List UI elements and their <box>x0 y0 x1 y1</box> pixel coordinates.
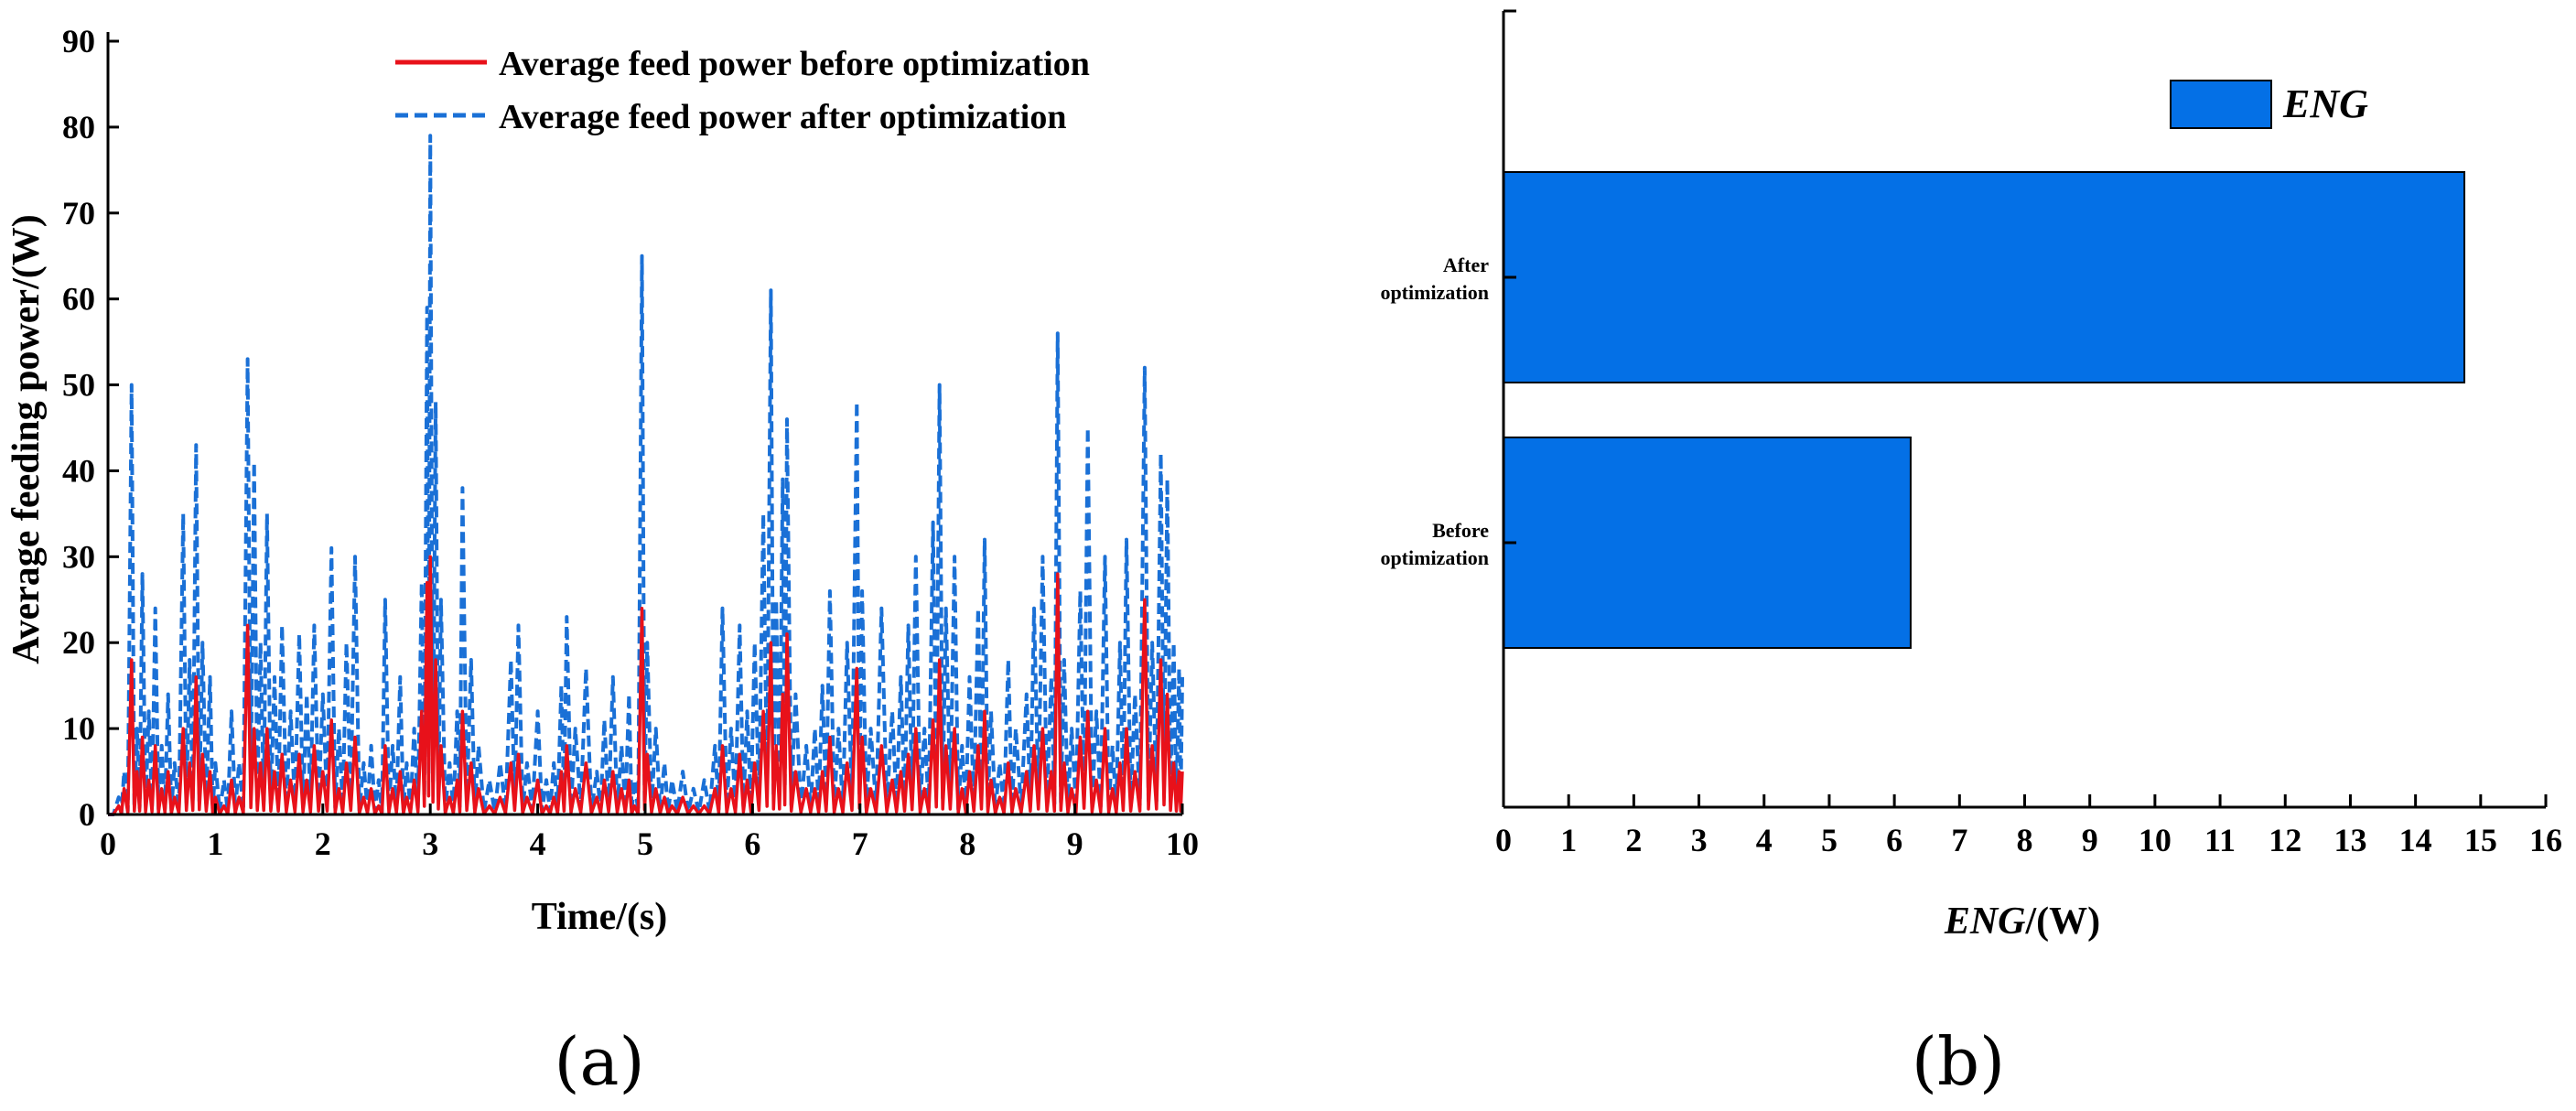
x-tick-label-b: 15 <box>2464 822 2497 858</box>
legend-label-before: Average feed power before optimization <box>499 45 1090 83</box>
x-tick-label-a: 5 <box>637 825 653 862</box>
x-tick-label-b: 3 <box>1691 822 1708 858</box>
x-tick-label-b: 12 <box>2269 822 2301 858</box>
y-tick-label-a: 60 <box>62 281 95 318</box>
x-tick-label-a: 1 <box>207 825 223 862</box>
y-tick-label-a: 30 <box>62 538 95 575</box>
x-tick-label-b: 10 <box>2139 822 2172 858</box>
x-tick-label-a: 7 <box>852 825 868 862</box>
bars-b <box>1503 171 2466 649</box>
bar-after <box>1503 171 2466 383</box>
axes-b <box>1502 9 2546 809</box>
panel-label-b: (b) <box>1912 1023 2005 1100</box>
x-tick-label-b: 11 <box>2204 822 2236 858</box>
x-tick-label-b: 1 <box>1560 822 1577 858</box>
bar-chart-b: 0 1 2 3 4 5 6 7 8 9 10 11 12 13 14 15 16 Before optimizat… <box>1380 9 2562 1100</box>
y-tick-label-a: 80 <box>62 109 95 146</box>
x-tick-label-a: 6 <box>744 825 760 862</box>
category-label-after: After optimization <box>1380 253 1489 304</box>
y-axis-title-a: Average feeding power/(W) <box>5 214 48 663</box>
y-tick-label-a: 90 <box>62 23 95 59</box>
line-chart-a: 0 10 20 30 40 50 60 70 80 90 0 1 2 3 4 5 6 7 8 9 10 Time/(s… <box>5 23 1199 1100</box>
x-tick-label-b: 9 <box>2082 822 2098 858</box>
bar-before <box>1503 437 1912 649</box>
x-tick-label-b: 2 <box>1625 822 1642 858</box>
x-tick-label-a: 0 <box>100 825 116 862</box>
legend-b: ENG <box>2170 80 2368 129</box>
y-tick-label-a: 20 <box>62 624 95 661</box>
y-ticks-a: 0 10 20 30 40 50 60 70 80 90 <box>62 23 119 833</box>
x-axis-title-a: Time/(s) <box>532 896 668 938</box>
legend-swatch-eng <box>2170 80 2272 129</box>
x-ticks-a: 0 1 2 3 4 5 6 7 8 9 10 <box>100 804 1199 862</box>
plot-area-a <box>108 134 1184 816</box>
y-tick-label-a: 40 <box>62 452 95 489</box>
x-tick-label-a: 3 <box>422 825 438 862</box>
y-tick-label-a: 10 <box>62 710 95 747</box>
category-label-before: Before optimization <box>1380 519 1489 569</box>
legend-a: Average feed power before optimization A… <box>395 45 1090 136</box>
category-labels-b: Before optimization After optimization <box>1380 253 1516 569</box>
x-tick-label-b: 6 <box>1886 822 1902 858</box>
x-axis-title-b-var: ENG <box>1944 901 2026 943</box>
x-tick-label-b: 8 <box>2017 822 2033 858</box>
x-tick-label-b: 7 <box>1951 822 1967 858</box>
y-tick-label-a: 70 <box>62 195 95 232</box>
x-tick-label-a: 8 <box>959 825 975 862</box>
legend-label-after: Average feed power after optimization <box>499 98 1067 136</box>
legend-label-eng: ENG <box>2282 81 2368 126</box>
x-axis-title-b: ENG/(W) <box>1944 901 2100 943</box>
x-tick-label-b: 4 <box>1756 822 1773 858</box>
x-tick-label-b: 16 <box>2529 822 2562 858</box>
x-tick-label-a: 10 <box>1166 825 1199 862</box>
x-tick-label-a: 2 <box>315 825 331 862</box>
x-tick-label-b: 5 <box>1821 822 1838 858</box>
x-tick-label-a: 9 <box>1067 825 1083 862</box>
series-line-after <box>108 134 1184 816</box>
x-tick-label-b: 0 <box>1495 822 1512 858</box>
x-axis-title-b-unit: /(W) <box>2025 901 2101 943</box>
panel-label-a: (a) <box>554 1023 644 1100</box>
x-ticks-b: 0 1 2 3 4 5 6 7 8 9 10 11 12 13 14 15 16 <box>1495 794 2562 858</box>
x-tick-label-b: 13 <box>2333 822 2366 858</box>
y-tick-label-a: 0 <box>79 796 95 833</box>
x-tick-label-a: 4 <box>530 825 546 862</box>
y-tick-label-a: 50 <box>62 367 95 404</box>
x-tick-label-b: 14 <box>2399 822 2432 858</box>
